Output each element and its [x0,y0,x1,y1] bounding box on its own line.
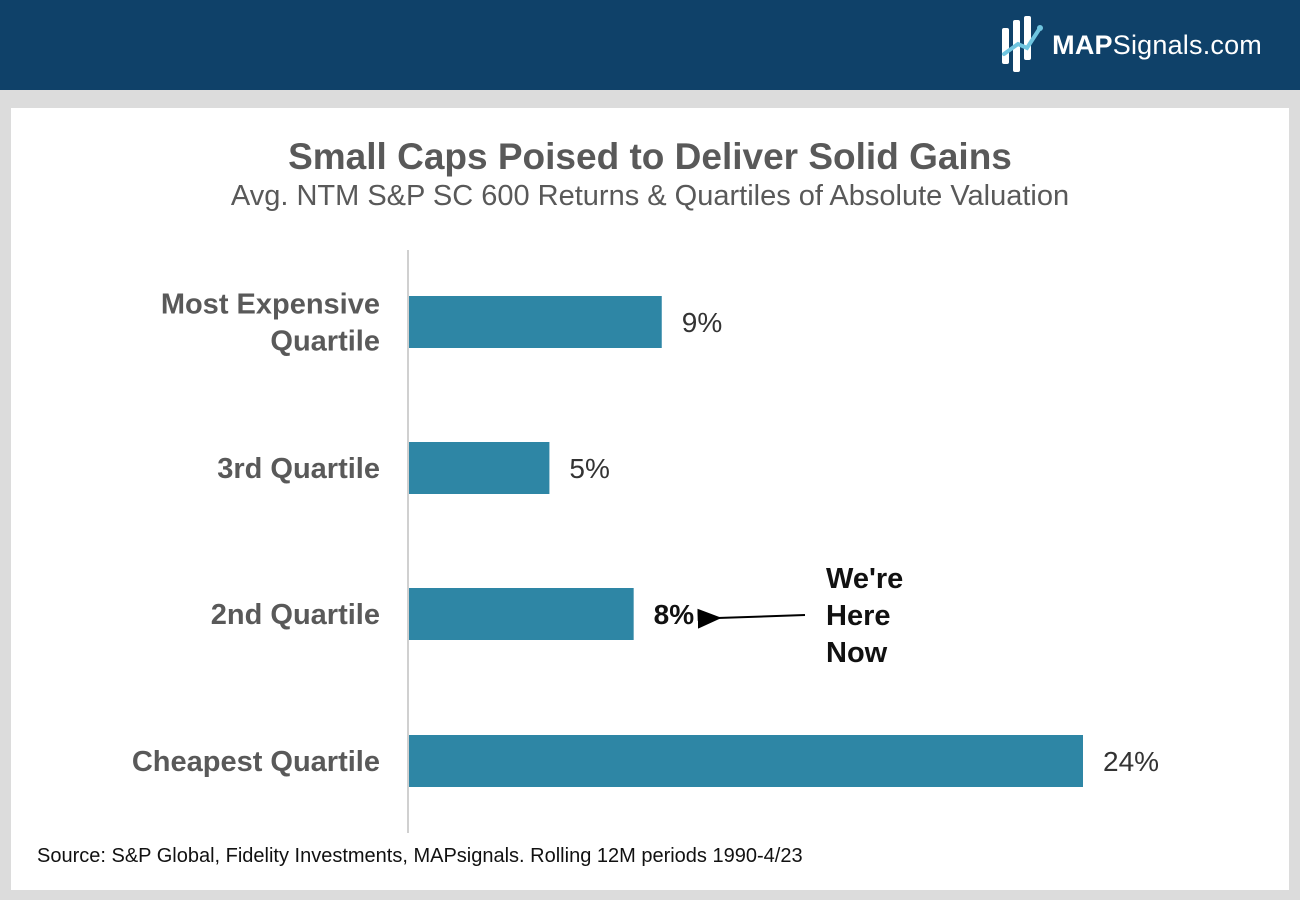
value-label: 9% [682,307,722,338]
annotation-text: We're [826,563,903,595]
category-label: Most Expensive [161,289,380,321]
value-label: 24% [1103,746,1159,777]
annotation-text: Now [826,637,888,669]
category-label: Quartile [270,326,380,358]
value-label: 5% [569,453,609,484]
logo-text: MAPSignals.com [1052,30,1262,61]
value-label: 8% [654,599,695,630]
logo-mark-icon [1002,16,1044,72]
bar [409,588,634,640]
header-bar: MAPSignals.com [0,0,1300,90]
category-label: 2nd Quartile [211,599,380,631]
logo-text-regular: Signals.com [1112,29,1262,60]
bar [409,296,662,348]
chart-subtitle: Avg. NTM S&P SC 600 Returns & Quartiles … [230,180,1070,212]
source-note: Source: S&P Global, Fidelity Investments… [37,845,803,867]
chart-title: Small Caps Poised to Deliver Solid Gains [288,136,1012,177]
category-label: Cheapest Quartile [132,746,380,778]
bar [409,442,550,494]
annotation-arrow [697,608,806,629]
bar [409,735,1083,787]
logo-text-bold: MAP [1052,29,1113,60]
category-label: 3rd Quartile [217,453,380,485]
annotation-text: Here [826,600,891,632]
mapsignals-logo[interactable]: MAPSignals.com [1000,14,1262,76]
